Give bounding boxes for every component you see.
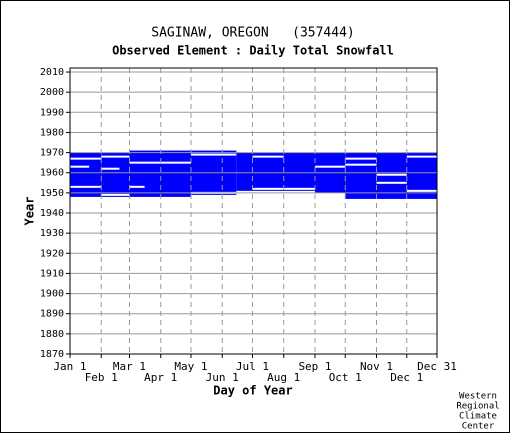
y-tick-label: 1980 bbox=[40, 127, 64, 138]
data-gap bbox=[70, 185, 102, 188]
x-tick-label: Apr 1 bbox=[144, 371, 177, 384]
y-tick-label: 1950 bbox=[40, 188, 64, 199]
data-gap bbox=[129, 161, 191, 164]
x-tick-label: Nov 1 bbox=[360, 360, 393, 373]
x-tick-label: Sep 1 bbox=[298, 360, 331, 373]
footer-text: Center bbox=[462, 422, 495, 432]
chart-title: SAGINAW, OREGON (357444) bbox=[151, 26, 355, 41]
data-gap bbox=[345, 157, 377, 160]
y-tick-label: 1890 bbox=[40, 309, 64, 320]
data-block bbox=[129, 150, 191, 197]
x-tick-label: Jan 1 bbox=[53, 360, 86, 373]
y-tick-label: 2000 bbox=[40, 87, 64, 98]
data-gap bbox=[70, 165, 90, 168]
data-block bbox=[101, 152, 130, 197]
x-axis-label: Day of Year bbox=[213, 384, 292, 398]
y-tick-label: 1900 bbox=[40, 289, 64, 300]
data-gap bbox=[101, 155, 130, 158]
x-tick-label: Aug 1 bbox=[267, 371, 300, 384]
y-tick-label: 1870 bbox=[40, 349, 64, 360]
data-gap bbox=[101, 193, 130, 196]
x-tick-label: Oct 1 bbox=[329, 371, 362, 384]
x-tick-label: May 1 bbox=[174, 360, 207, 373]
data-block bbox=[236, 152, 316, 191]
data-gap bbox=[129, 185, 145, 188]
x-tick-label: Dec 31 bbox=[417, 360, 457, 373]
data-block bbox=[70, 152, 102, 197]
data-gap bbox=[376, 173, 407, 176]
y-tick-label: 1880 bbox=[40, 329, 64, 340]
data-gap bbox=[406, 155, 437, 158]
y-tick-label: 1970 bbox=[40, 148, 64, 159]
data-gap bbox=[190, 153, 237, 156]
data-gap bbox=[376, 181, 407, 184]
x-tick-label: Jul 1 bbox=[236, 360, 269, 373]
y-tick-label: 1940 bbox=[40, 208, 64, 219]
x-tick-label: Jun 1 bbox=[206, 371, 239, 384]
data-gap bbox=[345, 163, 377, 166]
data-gap bbox=[315, 165, 346, 168]
y-axis-label: Year bbox=[23, 197, 37, 226]
data-gap bbox=[252, 155, 284, 158]
x-tick-label: Mar 1 bbox=[113, 360, 146, 373]
x-tick-label: Feb 1 bbox=[85, 371, 118, 384]
y-tick-label: 1910 bbox=[40, 268, 64, 279]
y-tick-label: 2010 bbox=[40, 67, 64, 78]
data-gap bbox=[70, 157, 102, 160]
y-tick-label: 1920 bbox=[40, 248, 64, 259]
footer-text: Regional bbox=[456, 402, 499, 412]
footer-text: Western bbox=[459, 392, 497, 402]
chart-subtitle: Observed Element : Daily Total Snowfall bbox=[112, 44, 394, 58]
y-tick-label: 1930 bbox=[40, 228, 64, 239]
data-gap bbox=[101, 167, 120, 170]
y-tick-label: 1960 bbox=[40, 168, 64, 179]
x-tick-label: Dec 1 bbox=[390, 371, 423, 384]
plot-frame bbox=[69, 67, 438, 355]
footer-text: Climate bbox=[459, 412, 497, 422]
data-gap bbox=[406, 189, 437, 192]
y-tick-label: 1990 bbox=[40, 107, 64, 118]
